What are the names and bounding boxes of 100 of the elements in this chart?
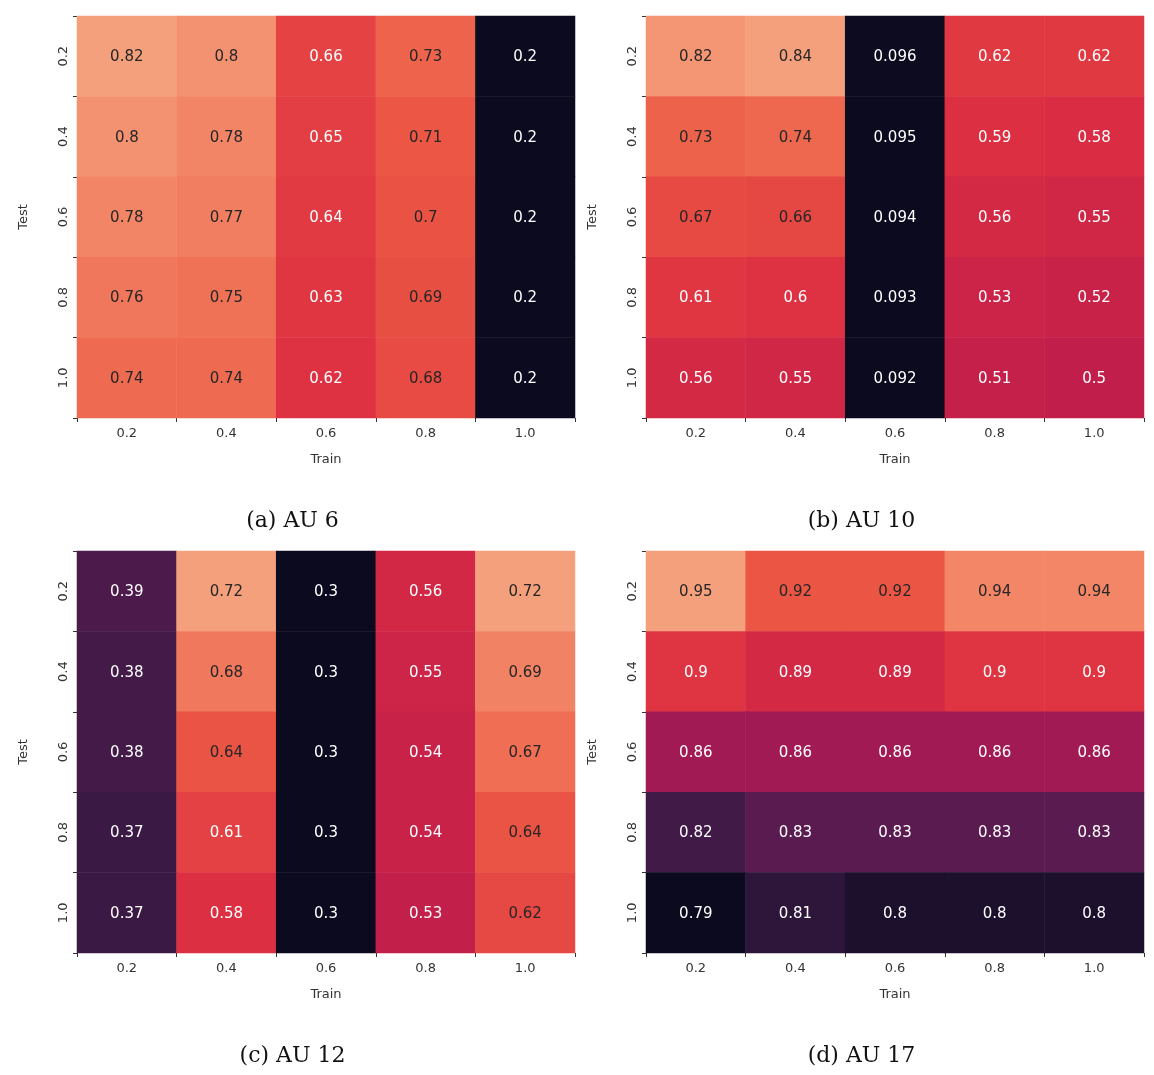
data-label: 0.74 [209, 368, 244, 387]
data-label: 0.3 [314, 903, 338, 922]
text: (a) AU 6 [246, 506, 339, 532]
data-label: 0.58 [209, 903, 244, 922]
data-label: 0.9 [683, 662, 708, 681]
data-label: 0.83 [977, 823, 1012, 842]
data-label: 0.68 [408, 368, 443, 387]
y-tick-label: 0.4 [55, 661, 70, 682]
data-label: 0.72 [508, 582, 542, 601]
data-label: 0.38 [110, 662, 144, 681]
x-axis-title: Train [878, 451, 911, 466]
data-label: 0.62 [309, 368, 343, 387]
data-label: 0.69 [508, 662, 542, 681]
x-tick-label: 0.4 [216, 425, 237, 440]
data-label: 0.83 [1077, 823, 1111, 842]
data-label: 0.67 [679, 208, 713, 226]
x-tick-label: 1.0 [514, 425, 536, 440]
data-label: 0.54 [408, 743, 443, 761]
data-label: 0.71 [408, 127, 443, 146]
data-label: 0.63 [309, 288, 343, 307]
data-label: 0.94 [1077, 582, 1111, 601]
data-label: 0.79 [679, 903, 713, 922]
data-label: 0.92 [778, 582, 813, 601]
data-label: 0.096 [873, 47, 917, 66]
data-label: 0.68 [209, 662, 244, 681]
data-label: 0.86 [778, 743, 813, 761]
data-label: 0.75 [209, 288, 244, 307]
data-label: 0.37 [110, 823, 144, 842]
data-label: 0.8 [1082, 903, 1107, 922]
x-tick-label: 1.0 [1083, 425, 1105, 440]
data-label: 0.78 [110, 208, 144, 226]
data-label: 0.89 [878, 662, 912, 681]
data-label: 0.83 [878, 823, 912, 842]
data-label: 0.86 [1077, 743, 1111, 761]
y-tick-label: 1.0 [624, 902, 639, 924]
data-label: 0.67 [508, 743, 542, 761]
x-axis-title: Train [309, 986, 342, 1001]
x-axis-title: Train [309, 451, 342, 466]
y-tick-label: 1.0 [55, 902, 70, 924]
x-tick-label: 1.0 [1083, 960, 1105, 975]
data-label: 0.73 [679, 127, 713, 146]
data-label: 0.62 [1077, 47, 1111, 66]
data-label: 0.9 [982, 662, 1007, 681]
y-tick-label: 0.4 [624, 126, 639, 147]
data-label: 0.86 [977, 743, 1012, 761]
y-tick-label: 0.8 [55, 822, 70, 843]
y-tick-label: 1.0 [624, 367, 639, 389]
x-tick-label: 0.2 [685, 425, 707, 440]
data-label: 0.39 [110, 582, 144, 601]
y-tick-label: 0.2 [624, 45, 639, 67]
x-tick-label: 0.2 [116, 960, 138, 975]
data-label: 0.52 [1077, 288, 1111, 307]
x-tick-label: 0.8 [415, 960, 436, 975]
data-label: 0.92 [878, 582, 912, 601]
data-label: 0.7 [413, 208, 438, 226]
data-label: 0.37 [110, 903, 144, 922]
data-label: 0.2 [513, 127, 538, 146]
data-label: 0.54 [408, 823, 443, 842]
data-label: 0.81 [778, 903, 813, 922]
data-label: 0.82 [110, 47, 144, 66]
y-tick-label: 0.6 [55, 741, 70, 763]
data-label: 0.094 [873, 208, 917, 226]
x-tick-label: 0.4 [785, 960, 806, 975]
y-tick-label: 0.2 [55, 580, 70, 602]
data-label: 0.86 [679, 743, 713, 761]
data-label: 0.84 [778, 47, 813, 66]
data-label: 0.77 [209, 208, 244, 226]
x-tick-label: 0.8 [984, 960, 1005, 975]
x-tick-label: 0.2 [116, 425, 138, 440]
data-label: 0.65 [309, 127, 343, 146]
data-label: 0.73 [408, 47, 443, 66]
data-label: 0.093 [873, 288, 917, 307]
data-label: 0.8 [114, 127, 139, 146]
y-axis-title: Test [15, 204, 30, 231]
data-label: 0.61 [679, 288, 713, 307]
x-tick-label: 0.6 [884, 425, 906, 440]
data-label: 0.86 [878, 743, 912, 761]
data-label: 0.51 [977, 368, 1012, 387]
y-tick-label: 0.8 [624, 287, 639, 308]
data-label: 0.94 [977, 582, 1012, 601]
data-label: 0.2 [513, 208, 538, 226]
data-label: 0.76 [110, 288, 144, 307]
text: (d) AU 17 [807, 1041, 916, 1067]
x-tick-label: 0.6 [315, 960, 337, 975]
data-label: 0.5 [1082, 368, 1107, 387]
data-label: 0.8 [214, 47, 239, 66]
data-label: 0.53 [408, 903, 443, 922]
data-label: 0.3 [314, 823, 338, 842]
data-label: 0.66 [778, 208, 813, 226]
data-label: 0.3 [314, 582, 338, 601]
data-label: 0.83 [778, 823, 813, 842]
data-label: 0.62 [508, 903, 542, 922]
data-label: 0.58 [1077, 127, 1111, 146]
data-label: 0.2 [513, 47, 538, 66]
y-tick-label: 1.0 [55, 367, 70, 389]
data-label: 0.8 [883, 903, 907, 922]
data-label: 0.55 [1077, 208, 1111, 226]
x-tick-label: 0.8 [415, 425, 436, 440]
data-label: 0.6 [783, 288, 808, 307]
y-axis-title: Test [584, 739, 599, 766]
